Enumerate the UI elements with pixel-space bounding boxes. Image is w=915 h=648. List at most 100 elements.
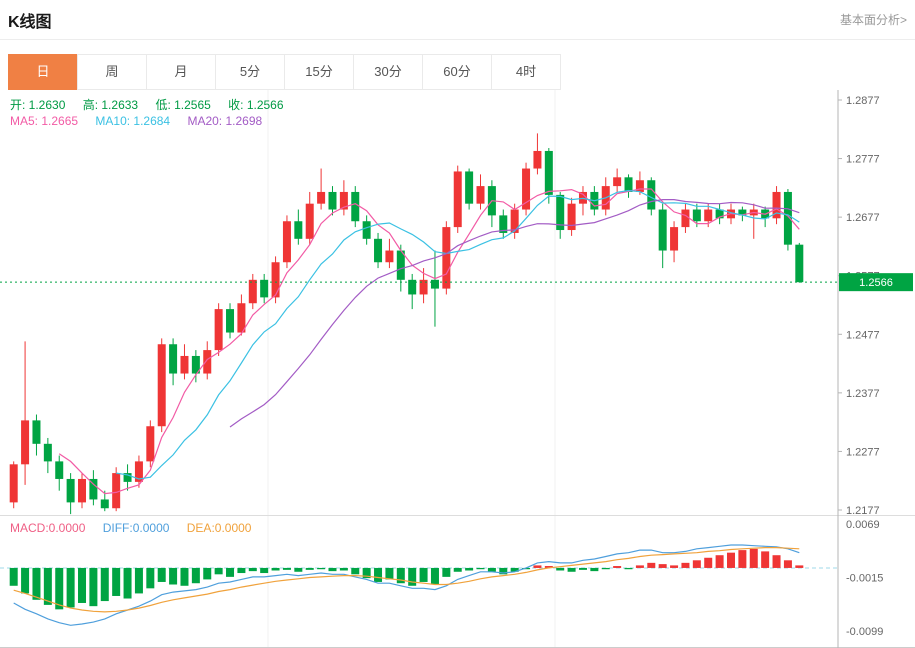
current-price-badge: 1.2566 [839, 273, 913, 292]
candle-body [157, 344, 166, 427]
y-axis-tick-label: 1.2877 [846, 95, 880, 107]
y-axis-tick-label: 1.2177 [846, 505, 880, 515]
candle-body [772, 191, 781, 219]
candle-body [681, 209, 690, 228]
macd-chart[interactable]: 0.0069 -0.0015 -0.0099 [0, 515, 915, 648]
tab-月[interactable]: 月 [146, 54, 216, 90]
candle-body [9, 464, 18, 503]
macd-bar [271, 567, 280, 571]
macd-bar [761, 551, 770, 568]
macd-bar [260, 567, 269, 574]
candle-body [214, 309, 223, 351]
macd-bars-layer [9, 548, 804, 610]
macd-tick-label: 0.0069 [846, 519, 880, 531]
macd-bar [32, 567, 41, 600]
macd-bar [601, 567, 610, 570]
candle-body [146, 426, 155, 462]
macd-bar [487, 567, 496, 572]
candle-body [100, 499, 109, 509]
macd-bar [419, 567, 428, 582]
candle-body [180, 355, 189, 374]
tab-60分[interactable]: 60分 [422, 54, 492, 90]
y-axis-tick-label: 1.2777 [846, 154, 880, 166]
macd-bar [442, 567, 451, 577]
macd-bar [339, 567, 348, 571]
macd-bar [590, 567, 599, 572]
macd-bar [613, 566, 622, 568]
timeframe-tabs: 日周月 5分 15分 30分 60分 4时 [8, 54, 915, 90]
tab-30分[interactable]: 30分 [353, 54, 423, 90]
macd-bar [522, 567, 531, 570]
candle-body [544, 150, 553, 195]
macd-bar [100, 567, 109, 602]
macd-bar [203, 567, 212, 580]
candle-body [613, 177, 622, 187]
macd-bar [226, 567, 235, 577]
macd-bar [123, 567, 132, 599]
candle-body [305, 203, 314, 239]
macd-bar [374, 567, 383, 582]
macd-bar [738, 550, 747, 568]
candle-body [453, 171, 462, 228]
macd-bar [78, 567, 87, 603]
candle-body [112, 473, 121, 509]
candle-body [43, 443, 52, 462]
candle-body [385, 250, 394, 263]
macd-bar [692, 560, 701, 568]
candle-body [430, 279, 439, 289]
candle-body [465, 171, 474, 204]
diff-line [13, 544, 800, 626]
macd-bar [772, 555, 781, 568]
candle-body [271, 262, 280, 298]
candle-body [408, 279, 417, 295]
header: K线图 基本面分析> [0, 0, 915, 40]
macd-bar [476, 567, 485, 570]
macd-bar [578, 567, 587, 570]
candle-body [783, 191, 792, 245]
candle-body [738, 209, 747, 216]
macd-bar [180, 567, 189, 586]
macd-bar [453, 567, 462, 572]
ma20-line [229, 198, 800, 428]
chart-area: 开: 1.2630 高: 1.2633 低: 1.2565 收: 1.2566 … [0, 90, 915, 648]
candlestick-chart[interactable]: 1.28771.27771.26771.25771.24771.23771.22… [0, 90, 915, 515]
macd-bar [191, 567, 200, 584]
candle-body [339, 191, 348, 210]
candle-body [476, 186, 485, 204]
tab-日[interactable]: 日 [8, 54, 78, 90]
macd-bar [499, 567, 508, 575]
macd-bar [430, 567, 439, 585]
macd-bar [533, 565, 542, 568]
tab-5分[interactable]: 5分 [215, 54, 285, 90]
tab-周[interactable]: 周 [77, 54, 147, 90]
candle-body [510, 209, 519, 233]
macd-bar [795, 565, 804, 568]
candle-body [624, 177, 633, 192]
ma10-line [116, 189, 800, 480]
candle-body [66, 478, 75, 503]
tab-15分[interactable]: 15分 [284, 54, 354, 90]
candle-body [670, 227, 679, 251]
macd-bar [112, 567, 121, 596]
macd-bar [351, 567, 360, 575]
y-axis-labels: 1.28771.27771.26771.25771.24771.23771.22… [838, 95, 880, 515]
macd-bar [214, 567, 223, 575]
macd-bar [647, 562, 656, 568]
candle-body [32, 420, 41, 444]
dea-line [13, 546, 800, 613]
macd-bar [385, 567, 394, 580]
candle-body [419, 279, 428, 295]
candle-body [203, 350, 212, 374]
candle-body [715, 209, 724, 219]
candle-body [374, 238, 383, 263]
candle-body [134, 461, 143, 482]
tab-4时[interactable]: 4时 [491, 54, 561, 90]
candle-body [21, 420, 30, 465]
ma-lines-layer [58, 188, 800, 495]
fundamental-analysis-link[interactable]: 基本面分析> [839, 13, 907, 27]
macd-bar [658, 564, 667, 568]
macd-bar [396, 567, 405, 584]
macd-bar [248, 567, 257, 572]
macd-bar [726, 552, 735, 568]
candle-body [294, 221, 303, 239]
